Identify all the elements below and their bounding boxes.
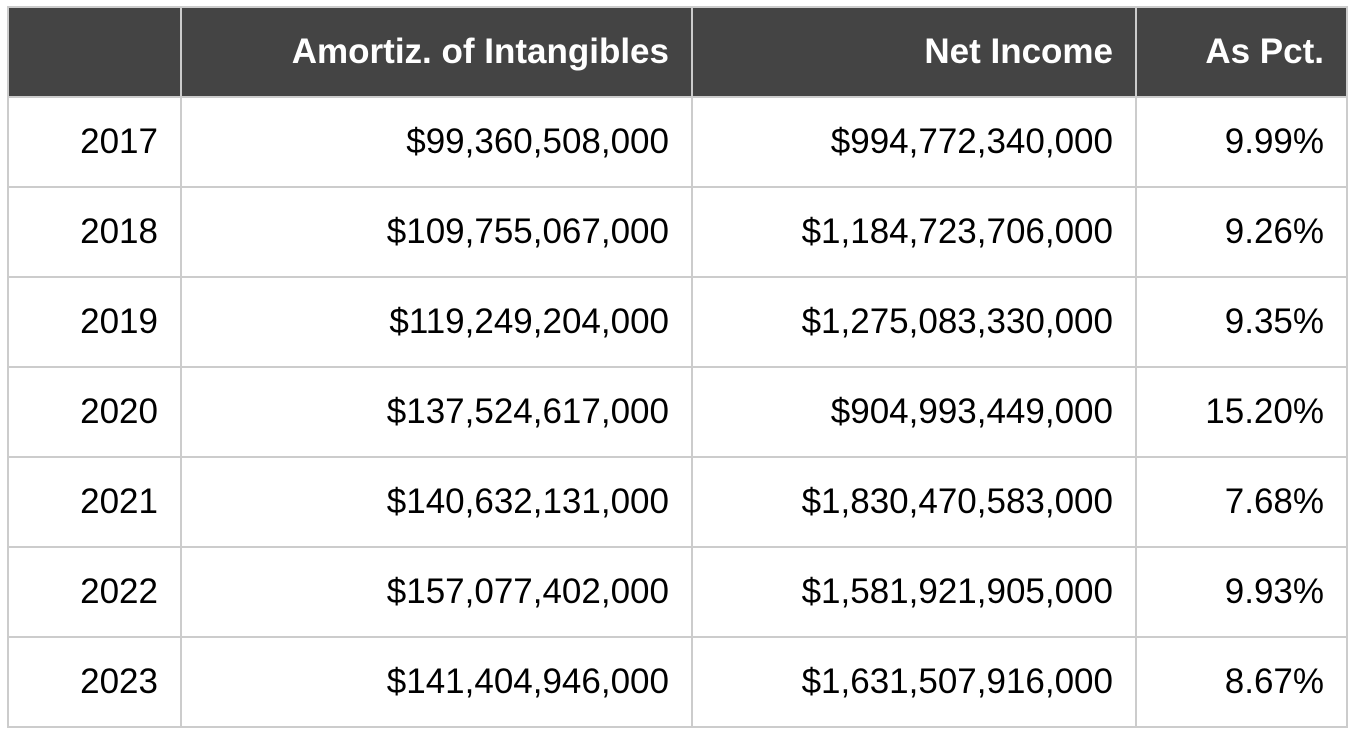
- cell-net-income: $1,631,507,916,000: [691, 636, 1137, 728]
- cell-year: 2023: [7, 636, 182, 728]
- table-row: 2019 $119,249,204,000 $1,275,083,330,000…: [7, 276, 1348, 368]
- header-cell-year: [7, 6, 182, 98]
- cell-net-income: $904,993,449,000: [691, 366, 1137, 458]
- cell-amortization: $99,360,508,000: [180, 96, 693, 188]
- cell-net-income: $1,581,921,905,000: [691, 546, 1137, 638]
- header-cell-percent: As Pct.: [1135, 6, 1348, 98]
- cell-year: 2017: [7, 96, 182, 188]
- cell-net-income: $1,830,470,583,000: [691, 456, 1137, 548]
- cell-year: 2018: [7, 186, 182, 278]
- cell-year: 2019: [7, 276, 182, 368]
- table-row: 2020 $137,524,617,000 $904,993,449,000 1…: [7, 366, 1348, 458]
- cell-percent: 9.99%: [1135, 96, 1348, 188]
- cell-net-income: $1,184,723,706,000: [691, 186, 1137, 278]
- cell-amortization: $140,632,131,000: [180, 456, 693, 548]
- cell-net-income: $994,772,340,000: [691, 96, 1137, 188]
- header-cell-net-income: Net Income: [691, 6, 1137, 98]
- cell-percent: 15.20%: [1135, 366, 1348, 458]
- cell-amortization: $157,077,402,000: [180, 546, 693, 638]
- cell-amortization: $137,524,617,000: [180, 366, 693, 458]
- header-row: Amortiz. of Intangibles Net Income As Pc…: [7, 6, 1348, 98]
- cell-year: 2022: [7, 546, 182, 638]
- table-header: Amortiz. of Intangibles Net Income As Pc…: [7, 6, 1348, 98]
- header-cell-amortization: Amortiz. of Intangibles: [180, 6, 693, 98]
- cell-net-income: $1,275,083,330,000: [691, 276, 1137, 368]
- cell-year: 2020: [7, 366, 182, 458]
- table-row: 2021 $140,632,131,000 $1,830,470,583,000…: [7, 456, 1348, 548]
- table-row: 2022 $157,077,402,000 $1,581,921,905,000…: [7, 546, 1348, 638]
- table-row: 2017 $99,360,508,000 $994,772,340,000 9.…: [7, 96, 1348, 188]
- cell-amortization: $141,404,946,000: [180, 636, 693, 728]
- cell-percent: 9.26%: [1135, 186, 1348, 278]
- amortization-table: Amortiz. of Intangibles Net Income As Pc…: [7, 6, 1348, 728]
- table-body: 2017 $99,360,508,000 $994,772,340,000 9.…: [7, 96, 1348, 728]
- cell-percent: 7.68%: [1135, 456, 1348, 548]
- cell-percent: 8.67%: [1135, 636, 1348, 728]
- table-row: 2018 $109,755,067,000 $1,184,723,706,000…: [7, 186, 1348, 278]
- data-table-container: Amortiz. of Intangibles Net Income As Pc…: [7, 6, 1348, 728]
- table-row: 2023 $141,404,946,000 $1,631,507,916,000…: [7, 636, 1348, 728]
- cell-amortization: $109,755,067,000: [180, 186, 693, 278]
- cell-percent: 9.35%: [1135, 276, 1348, 368]
- cell-percent: 9.93%: [1135, 546, 1348, 638]
- cell-amortization: $119,249,204,000: [180, 276, 693, 368]
- cell-year: 2021: [7, 456, 182, 548]
